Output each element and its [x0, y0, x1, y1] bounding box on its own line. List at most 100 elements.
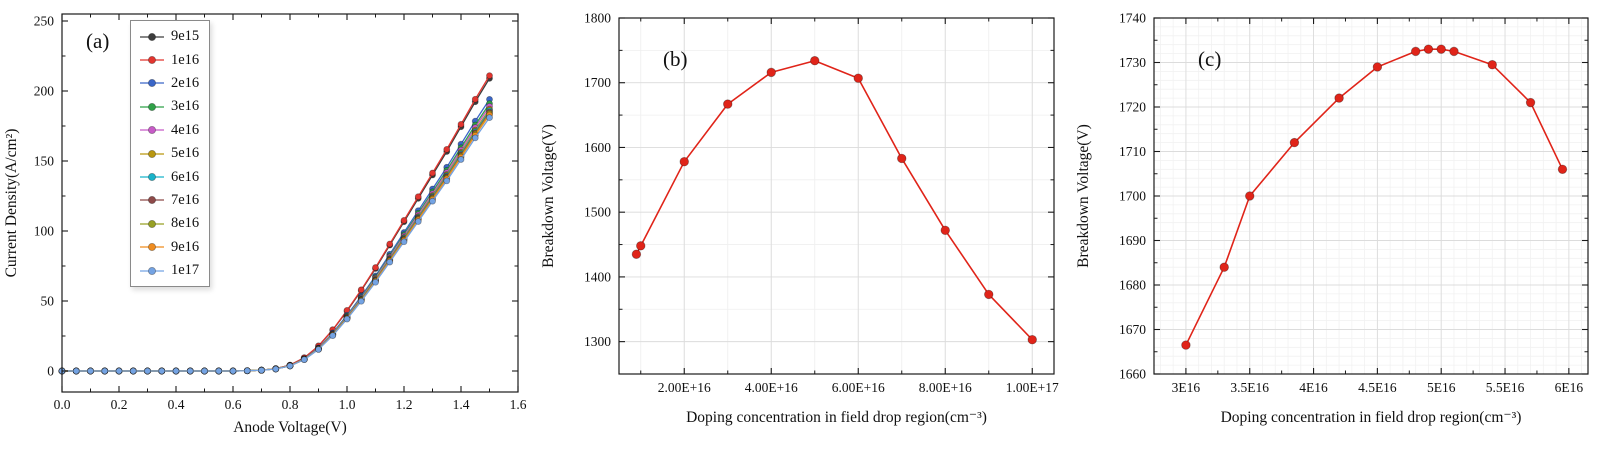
- legend-entry-8e16: 8e16: [139, 212, 199, 235]
- series-1e17-marker: [429, 197, 436, 205]
- series-1e17-marker: [457, 156, 465, 163]
- series-Breakdown Voltage-marker: [631, 249, 642, 259]
- y-tick-label: 1300: [584, 334, 611, 349]
- series-1e16-marker: [386, 240, 394, 248]
- series-Breakdown Voltage-marker: [1219, 262, 1229, 272]
- series-1e17-marker: [343, 315, 351, 323]
- series-2e16-line: [62, 99, 491, 372]
- y-tick-label: 250: [34, 14, 55, 29]
- series-6e16-line: [62, 110, 491, 372]
- y-tick-label: 1700: [1119, 189, 1146, 204]
- series-1e16-marker: [414, 193, 422, 201]
- series-1e17-marker: [400, 238, 408, 246]
- panel-b-breakdown-voltage: 2.00E+16 4.00E+16 6.00E+16 8.00E+16 1.00E+17…: [535, 0, 1070, 462]
- series-Breakdown Voltage-marker: [940, 225, 950, 236]
- legend-line-marker-icon: [140, 173, 164, 182]
- series-1e17-marker: [87, 367, 94, 375]
- x-tick-label: 0.2: [111, 397, 128, 412]
- y-tick-label: 1730: [1119, 55, 1146, 70]
- y-tick-label: 200: [34, 84, 55, 99]
- series-Breakdown Voltage-marker: [1423, 44, 1434, 54]
- x-tick-label: 5.5E16: [1486, 380, 1525, 395]
- legend-label: 6e16: [171, 168, 200, 185]
- legend-line-marker-icon: [140, 79, 164, 88]
- series-Breakdown Voltage-marker: [766, 67, 776, 78]
- series-1e17-marker: [129, 367, 137, 375]
- x-tick-label: 0.6: [225, 397, 242, 412]
- y-axis-label: Current Density(A/cm²): [3, 129, 20, 278]
- legend-line-marker-icon: [140, 243, 164, 252]
- panel-a-iv-curves: 0.0 0.2 0.4 0.6 0.8 1.0 1.2 1.4 1.6 0 50 100 150 200 2…: [0, 0, 535, 462]
- y-tick-label: 1670: [1119, 322, 1146, 337]
- x-tick-label: 1.2: [396, 397, 413, 412]
- series-1e17-marker: [229, 367, 237, 375]
- legend-entry-9e15: 9e15: [139, 25, 199, 48]
- legend-line-marker-icon: [140, 266, 164, 275]
- series-Breakdown Voltage-marker: [1436, 44, 1446, 54]
- series-4e16-line: [62, 106, 491, 372]
- series-1e17-marker: [286, 362, 294, 370]
- x-tick-label: 3.5E16: [1230, 380, 1269, 395]
- y-tick-label: 1710: [1119, 144, 1146, 159]
- legend-label: 7e16: [171, 191, 200, 208]
- series-1e17-marker: [357, 297, 365, 305]
- series-1e16-marker: [486, 72, 493, 79]
- chart-a-canvas: 0.0 0.2 0.4 0.6 0.8 1.0 1.2 1.4 1.6 0 50 100 150 200 2…: [3, 13, 527, 436]
- series-1e17-marker: [258, 366, 265, 374]
- series-Breakdown Voltage-marker: [1525, 97, 1536, 108]
- x-tick-label: 5E16: [1427, 380, 1456, 395]
- y-tick-label: 150: [34, 154, 55, 169]
- series-1e17-marker: [201, 367, 208, 375]
- legend-entry-2e16: 2e16: [139, 72, 199, 95]
- series-1e16-marker: [471, 95, 479, 103]
- series-1e17-marker: [144, 367, 151, 375]
- series-1e16-marker: [357, 286, 365, 294]
- panel-letter: (b): [663, 47, 688, 71]
- series-1e16-marker: [457, 120, 465, 128]
- series-Breakdown Voltage-marker: [853, 73, 863, 83]
- x-tick-label: 4E16: [1299, 380, 1328, 395]
- series-Breakdown Voltage-marker: [1181, 340, 1191, 350]
- y-axis-label: Breakdown Voltage(V): [1075, 124, 1092, 268]
- series-Breakdown Voltage-marker: [636, 241, 646, 251]
- series-Breakdown Voltage-marker: [1245, 191, 1255, 201]
- legend-entry-1e17: 1e17: [139, 259, 199, 282]
- x-tick-label: 8.00E+16: [919, 380, 972, 395]
- series-Breakdown Voltage-marker: [723, 99, 733, 109]
- legend-entry-6e16: 6e16: [139, 165, 199, 188]
- x-tick-label: 1.00E+17: [1006, 380, 1059, 395]
- legend-label: 3e16: [171, 98, 200, 115]
- legend: 9e15 1e16 2e16 3e16 4e16 5e16 6e16 7e16 8e16 9e16…: [130, 20, 211, 288]
- series-1e16-marker: [400, 216, 408, 224]
- series-Breakdown Voltage-marker: [810, 56, 820, 66]
- y-axis-label: Breakdown Voltage(V): [540, 124, 557, 268]
- legend-line-marker-icon: [140, 32, 164, 41]
- x-axis-label: Doping concentration in field drop regio…: [1221, 409, 1522, 426]
- series-1e16-marker: [372, 264, 379, 271]
- legend-entry-3e16: 3e16: [139, 95, 199, 118]
- series-Breakdown Voltage-marker: [1410, 46, 1421, 57]
- x-tick-label: 0.0: [54, 397, 71, 412]
- series-7e16-line: [62, 111, 491, 372]
- series-Breakdown Voltage-marker: [1289, 137, 1300, 148]
- legend-entry-1e16: 1e16: [139, 48, 199, 71]
- x-tick-label: 1.4: [453, 397, 470, 412]
- series-1e17-marker: [115, 367, 123, 375]
- y-tick-label: 100: [34, 224, 55, 239]
- series-1e17-marker: [158, 367, 166, 375]
- series-1e17-marker: [172, 367, 180, 375]
- series-5e16-line: [62, 108, 491, 372]
- legend-entry-5e16: 5e16: [139, 142, 199, 165]
- y-tick-label: 1600: [584, 140, 611, 155]
- legend-line-marker-icon: [140, 126, 164, 135]
- legend-entry-4e16: 4e16: [139, 119, 199, 142]
- series-Breakdown Voltage-marker: [1027, 334, 1037, 345]
- y-tick-label: 1800: [584, 11, 611, 26]
- y-tick-label: 1690: [1119, 233, 1146, 248]
- legend-label: 2e16: [171, 74, 200, 91]
- chart-c-canvas: 3E16 3.5E16 4E16 4.5E16 5E16 5.5E16 6E16 1660 16…: [1075, 11, 1589, 426]
- series-1e17-marker: [471, 134, 479, 142]
- y-tick-label: 1400: [584, 269, 611, 284]
- x-tick-label: 2.00E+16: [658, 380, 711, 395]
- series-Breakdown Voltage-marker: [1557, 164, 1568, 175]
